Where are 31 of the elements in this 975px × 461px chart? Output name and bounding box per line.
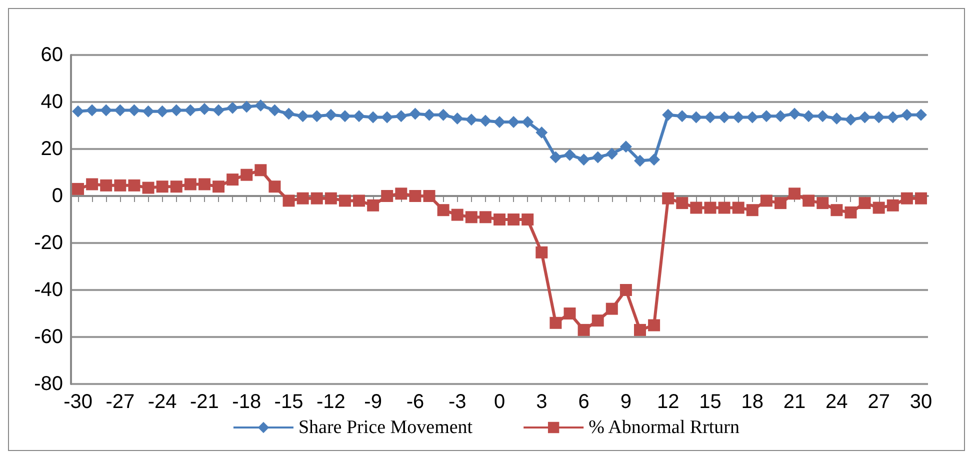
x-tick-label: -12	[316, 391, 346, 413]
y-tick-label: 20	[40, 138, 63, 160]
x-tick-label: 9	[620, 391, 632, 413]
y-tick-label: -80	[34, 373, 63, 395]
x-tick-label: -21	[190, 391, 219, 413]
x-tick-label: 0	[494, 391, 506, 413]
x-tick-label: -30	[64, 391, 92, 413]
x-tick-label: -15	[274, 391, 304, 413]
x-tick-label: 21	[783, 391, 806, 413]
y-tick-label: 0	[52, 185, 63, 207]
legend-label: Share Price Movement	[298, 417, 474, 438]
x-tick-label: 30	[910, 391, 932, 413]
x-tick-label: -27	[106, 391, 135, 413]
y-tick-label: 40	[40, 91, 63, 113]
legend-label: % Abnormal Rrturn	[588, 417, 740, 438]
x-tick-label: 27	[868, 391, 890, 413]
x-tick-label: -24	[148, 391, 177, 413]
x-tick-label: -6	[406, 391, 424, 413]
x-tick-label: 24	[826, 391, 848, 413]
x-tick-label: 18	[741, 391, 764, 413]
y-tick-label: -60	[34, 326, 63, 348]
x-tick-label: 6	[578, 391, 590, 413]
x-tick-label: 15	[699, 391, 722, 413]
x-tick-label: -3	[448, 391, 466, 413]
x-tick-label: -18	[232, 391, 262, 413]
y-tick-label: 60	[40, 44, 63, 66]
x-tick-label: -9	[364, 391, 382, 413]
y-tick-label: -40	[34, 279, 63, 301]
x-tick-label: 12	[656, 391, 680, 413]
x-tick-label: 3	[536, 391, 548, 413]
y-tick-label: -20	[34, 232, 63, 254]
